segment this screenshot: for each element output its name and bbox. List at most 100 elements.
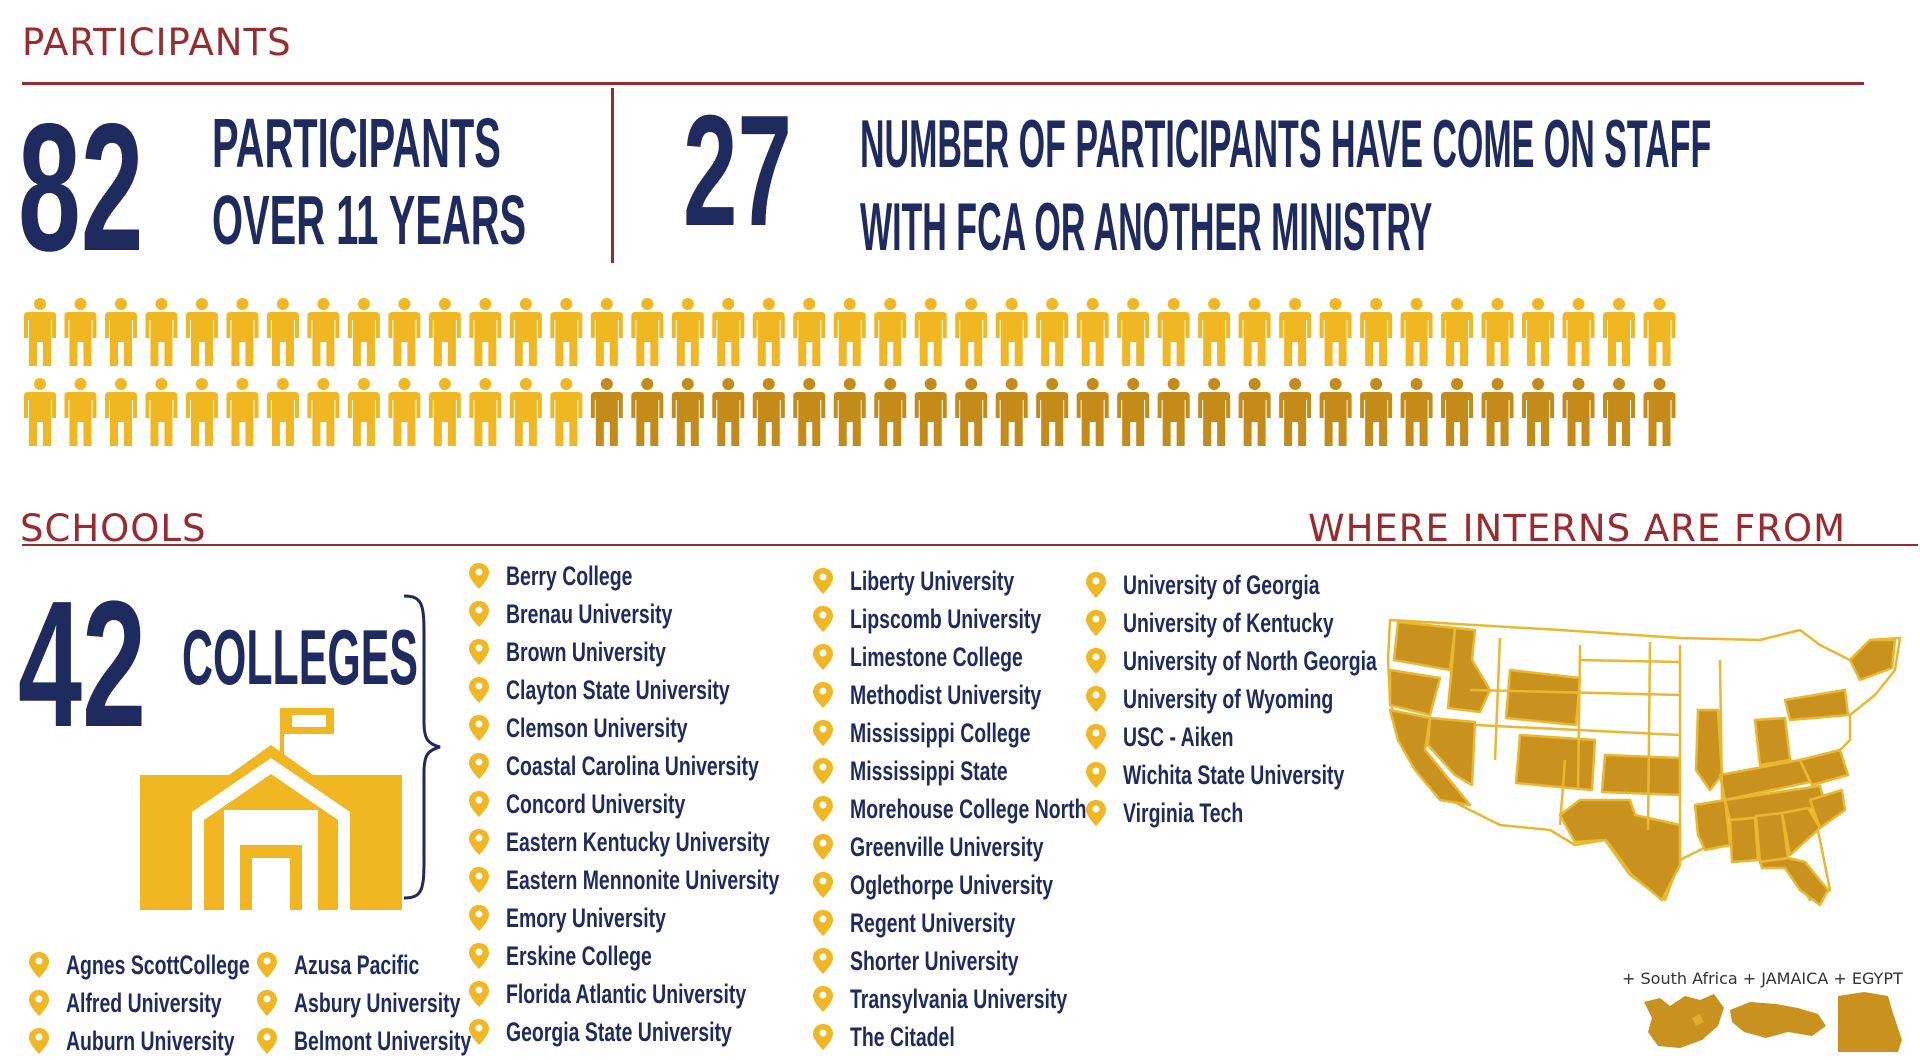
map-pin-icon [469,677,489,703]
person-icon [64,378,97,446]
school-name: Morehouse College North [850,793,1087,824]
school-name: Eastern Kentucky University [506,826,770,857]
person-icon-staff [995,378,1028,446]
school-name: Regent University [850,907,1016,938]
school-item: Concord University [468,785,886,823]
person-icon-staff [671,378,704,446]
map-pin-icon [813,986,833,1012]
map-pin-icon [813,720,833,746]
map-pin-icon [1086,572,1106,598]
participants-line2: OVER 11 YEARS [212,181,527,259]
map-pin-icon [29,952,49,978]
colleges-count: 42 [18,564,147,765]
person-icon [1076,298,1109,366]
person-icon-staff [631,378,664,446]
school-name: Brenau University [506,598,673,629]
participants-pictograph [22,298,1682,453]
person-icon-staff [1117,378,1150,446]
person-icon [712,298,745,366]
person-icon-staff [1076,378,1109,446]
map-pin-icon [257,990,277,1016]
schools-list-left-a: Agnes ScottCollege Alfred University Aubur… [28,946,321,1060]
school-item: Virginia Tech [1085,794,1476,832]
person-icon [1360,298,1393,366]
school-name: Emory University [506,902,666,933]
staff-count: 27 [683,83,792,259]
person-icon [793,298,826,366]
school-item: The Citadel [812,1018,1179,1056]
map-pin-icon [1086,762,1106,788]
person-icon-staff [1036,378,1069,446]
person-icon [1036,298,1069,366]
person-icon [24,298,56,366]
person-icon [509,298,542,366]
school-name: Erskine College [506,940,652,971]
map-pin-icon [469,829,489,855]
school-name: Eastern Mennonite University [506,864,780,895]
participants-line1: PARTICIPANTS [212,104,501,182]
map-pin-icon [813,834,833,860]
person-icon [428,378,461,446]
map-pin-icon [813,758,833,784]
person-icon [955,298,988,366]
person-icon-staff [590,378,623,446]
person-icon [1481,298,1514,366]
school-name: Florida Atlantic University [506,978,747,1009]
colleges-label: COLLEGES [182,613,418,701]
school-name: Georgia State University [506,1016,732,1047]
map-pin-icon [813,644,833,670]
usa-map-icon [1386,618,1902,907]
egypt-icon [1838,992,1902,1052]
person-icon [347,378,380,446]
schools-list-left-b: Azusa Pacific Asbury University Belmont Un… [256,946,540,1060]
person-icon-staff [833,378,866,446]
school-item: Mississippi College [812,714,1179,752]
person-icon-staff [1481,378,1514,446]
school-name: Brown University [506,636,666,667]
school-item: Clayton State University [468,671,886,709]
map-pin-icon [257,1028,277,1054]
person-icon [1279,298,1312,366]
person-icon-staff [1603,378,1636,446]
school-item: USC - Aiken [1085,718,1476,756]
school-name: University of North Georgia [1123,645,1377,676]
person-icon [509,378,542,446]
map-pin-icon [1086,800,1106,826]
person-icon [914,298,947,366]
school-item: University of Wyoming [1085,680,1476,718]
person-icon [550,298,583,366]
person-icon-staff [1643,378,1676,446]
school-name: Limestone College [850,641,1023,672]
school-item: Asbury University [256,984,540,1022]
school-name: Greenville University [850,831,1044,862]
school-name: Asbury University [294,987,461,1018]
school-name: Auburn University [66,1025,235,1056]
map-pin-icon [469,981,489,1007]
person-icon [307,378,340,446]
map-pin-icon [29,990,49,1016]
school-item: University of Kentucky [1085,604,1476,642]
school-item: Emory University [468,899,886,937]
schools-list-column-1: Berry College Brenau University Brown Univ… [468,557,886,1051]
school-item: Shorter University [812,942,1179,980]
map-pin-icon [469,715,489,741]
person-icon-staff [1562,378,1595,446]
school-name: Clayton State University [506,674,730,705]
school-item: Transylvania University [812,980,1179,1018]
map-pin-icon [469,1019,489,1045]
person-icon-staff [1238,378,1271,446]
person-icon-staff [793,378,826,446]
person-icon [1441,298,1474,366]
school-name: Oglethorpe University [850,869,1054,900]
schools-rule [22,544,1918,546]
person-icon [388,378,421,446]
person-icon-staff [1522,378,1555,446]
school-item: Mississippi State [812,752,1179,790]
person-icon [1400,298,1433,366]
person-icon-staff [955,378,988,446]
person-icon [1117,298,1150,366]
school-name: Agnes ScottCollege [66,949,250,980]
school-item: Limestone College [812,638,1179,676]
school-name: Shorter University [850,945,1019,976]
jamaica-icon [1730,1002,1826,1038]
